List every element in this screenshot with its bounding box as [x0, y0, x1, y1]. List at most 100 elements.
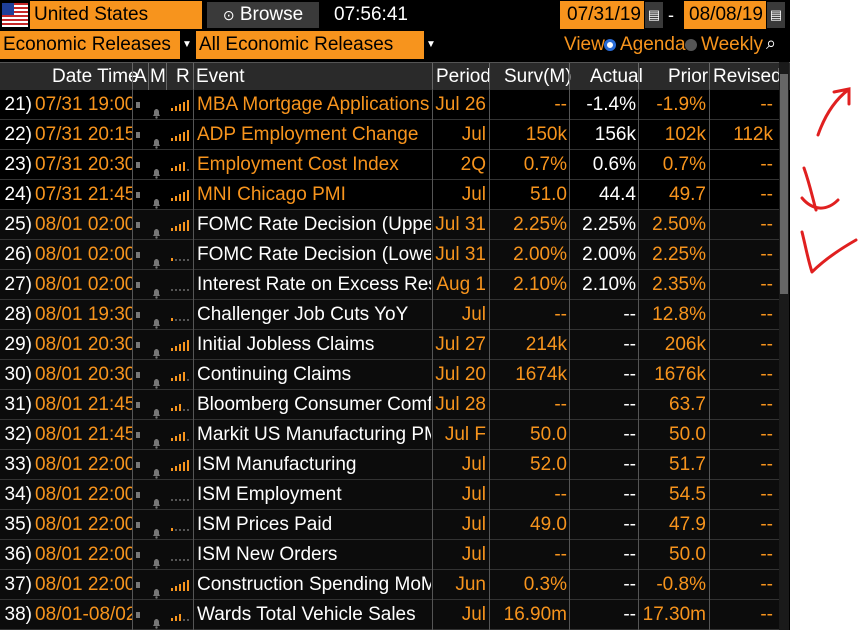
- country-selector[interactable]: United States: [30, 1, 202, 29]
- source-dropdown[interactable]: Economic Releases: [0, 31, 180, 59]
- bell-icon[interactable]: [151, 489, 162, 509]
- speaker-icon[interactable]: [136, 342, 148, 348]
- bell-icon[interactable]: [151, 309, 162, 329]
- bell-icon[interactable]: [151, 519, 162, 539]
- table-row[interactable]: 37) 08/01 22:00 Construction Spending MoM J…: [0, 570, 780, 600]
- table-row[interactable]: 33) 08/01 22:00 ISM Manufacturing Jul 52.0 --…: [0, 450, 780, 480]
- event-actual: --: [623, 364, 636, 385]
- speaker-icon[interactable]: [136, 522, 148, 528]
- table-row[interactable]: 22) 07/31 20:15 ADP Employment Change Jul 15…: [0, 120, 780, 150]
- bell-icon[interactable]: [151, 549, 162, 569]
- col-actual[interactable]: Actual: [590, 66, 643, 87]
- col-prior[interactable]: Prior: [668, 66, 709, 87]
- speaker-icon[interactable]: [136, 432, 148, 438]
- col-period[interactable]: Period: [436, 66, 491, 87]
- bell-icon[interactable]: [151, 129, 162, 149]
- speaker-icon[interactable]: [136, 192, 148, 198]
- date-to-field[interactable]: 08/08/19: [684, 1, 766, 29]
- category-dropdown[interactable]: All Economic Releases: [196, 31, 424, 59]
- col-mute[interactable]: M: [150, 66, 166, 87]
- speaker-icon[interactable]: [136, 402, 148, 408]
- scrollbar-thumb[interactable]: [780, 74, 788, 294]
- table-row[interactable]: 26)08/01 02:00 FOMC Rate Decision (Lower …: [0, 240, 780, 270]
- row-date-time: 08/01 02:00: [35, 274, 132, 295]
- browse-button[interactable]: ⊙ Browse: [207, 2, 319, 28]
- event-survey: --: [554, 484, 567, 505]
- speaker-icon[interactable]: [136, 552, 148, 558]
- table-row[interactable]: 34) 08/01 22:00 ISM Employment Jul -- -- 54.5 -…: [0, 480, 780, 510]
- date-separator: -: [668, 5, 674, 25]
- event-period: Jul: [461, 604, 486, 625]
- table-row[interactable]: 23) 07/31 20:30 Employment Cost Index 2Q 0.7…: [0, 150, 780, 180]
- speaker-icon[interactable]: [136, 582, 148, 588]
- event-actual: --: [623, 394, 636, 415]
- table-row[interactable]: 27) 08/01 02:00 Interest Rate on Excess Re…: [0, 270, 780, 300]
- col-relevance[interactable]: R: [176, 66, 190, 87]
- agenda-radio[interactable]: [604, 39, 616, 51]
- agenda-label[interactable]: Agenda: [620, 34, 686, 55]
- table-row[interactable]: 38) 08/01-08/02 Wards Total Vehicle Sales J…: [0, 600, 780, 630]
- bell-icon[interactable]: [151, 189, 162, 209]
- search-icon[interactable]: ⌕: [766, 33, 777, 53]
- speaker-icon[interactable]: [136, 252, 148, 258]
- speaker-icon[interactable]: [136, 372, 148, 378]
- source-dropdown-arrow-icon[interactable]: ▼: [180, 31, 194, 59]
- event-revised: --: [760, 514, 773, 535]
- event-survey: 51.0: [530, 184, 567, 205]
- speaker-icon[interactable]: [136, 102, 148, 108]
- table-row[interactable]: 24) 07/31 21:45 MNI Chicago PMI Jul 51.0 44.4…: [0, 180, 780, 210]
- hand-drawn-arrows: [800, 87, 858, 274]
- col-event[interactable]: Event: [196, 66, 245, 87]
- col-survey[interactable]: Surv(M): [504, 66, 572, 87]
- speaker-icon[interactable]: [136, 462, 148, 468]
- speaker-icon[interactable]: [136, 282, 148, 288]
- bell-icon[interactable]: [151, 159, 162, 179]
- speaker-icon[interactable]: [136, 162, 148, 168]
- bell-icon[interactable]: [151, 99, 162, 119]
- bell-icon[interactable]: [151, 279, 162, 299]
- weekly-radio[interactable]: [685, 39, 697, 51]
- row-index: 30): [4, 364, 32, 385]
- economic-calendar-window: United States ⊙ Browse 07:56:41 07/31/19…: [0, 0, 790, 630]
- calendar-from-icon[interactable]: ▤: [645, 2, 663, 28]
- date-from-field[interactable]: 07/31/19: [560, 1, 644, 29]
- relevance-icon: [171, 180, 191, 210]
- bell-icon[interactable]: [151, 459, 162, 479]
- event-prior: -0.8%: [656, 574, 706, 595]
- bell-icon[interactable]: [151, 369, 162, 389]
- table-row[interactable]: 32) 08/01 21:45 Markit US Manufacturing PM…: [0, 420, 780, 450]
- row-date-time: 08/01 22:00: [35, 454, 132, 475]
- speaker-icon[interactable]: [136, 612, 148, 618]
- speaker-icon[interactable]: [136, 132, 148, 138]
- bell-icon[interactable]: [151, 339, 162, 359]
- col-alert[interactable]: A: [134, 66, 147, 87]
- table-row[interactable]: 35) 08/01 22:00 ISM Prices Paid Jul 49.0 -- 47…: [0, 510, 780, 540]
- col-revised[interactable]: Revised: [713, 66, 782, 87]
- bell-icon[interactable]: [151, 219, 162, 239]
- category-dropdown-arrow-icon[interactable]: ▼: [424, 31, 438, 59]
- speaker-icon[interactable]: [136, 222, 148, 228]
- table-row[interactable]: 36) 08/01 22:00 ISM New Orders Jul -- -- 50.0 -…: [0, 540, 780, 570]
- table-row[interactable]: 21) 07/31 19:00 MBA Mortgage Applications J…: [0, 90, 780, 120]
- bell-icon[interactable]: [151, 429, 162, 449]
- table-row[interactable]: 30) 08/01 20:30 Continuing Claims Jul 20 167…: [0, 360, 780, 390]
- bell-icon[interactable]: [151, 249, 162, 269]
- bell-icon[interactable]: [151, 579, 162, 599]
- event-survey: 2.10%: [513, 274, 567, 295]
- table-row[interactable]: 28) 08/01 19:30 Challenger Job Cuts YoY Jul…: [0, 300, 780, 330]
- event-prior: 50.0: [669, 544, 706, 565]
- calendar-to-icon[interactable]: ▤: [767, 2, 785, 28]
- col-date-time[interactable]: Date Time: [52, 66, 139, 87]
- bell-icon[interactable]: [151, 609, 162, 629]
- event-actual: 44.4: [599, 184, 636, 205]
- table-row[interactable]: 31) 08/01 21:45 Bloomberg Consumer Comfort…: [0, 390, 780, 420]
- weekly-label[interactable]: Weekly: [701, 34, 763, 55]
- speaker-icon[interactable]: [136, 312, 148, 318]
- event-survey: 0.3%: [523, 574, 567, 595]
- event-period: Jul: [461, 484, 486, 505]
- speaker-icon[interactable]: [136, 492, 148, 498]
- scrollbar[interactable]: [779, 62, 789, 630]
- table-row[interactable]: 29) 08/01 20:30 Initial Jobless Claims Jul …: [0, 330, 780, 360]
- table-row[interactable]: 25)08/01 02:00 FOMC Rate Decision (Upper …: [0, 210, 780, 240]
- bell-icon[interactable]: [151, 399, 162, 419]
